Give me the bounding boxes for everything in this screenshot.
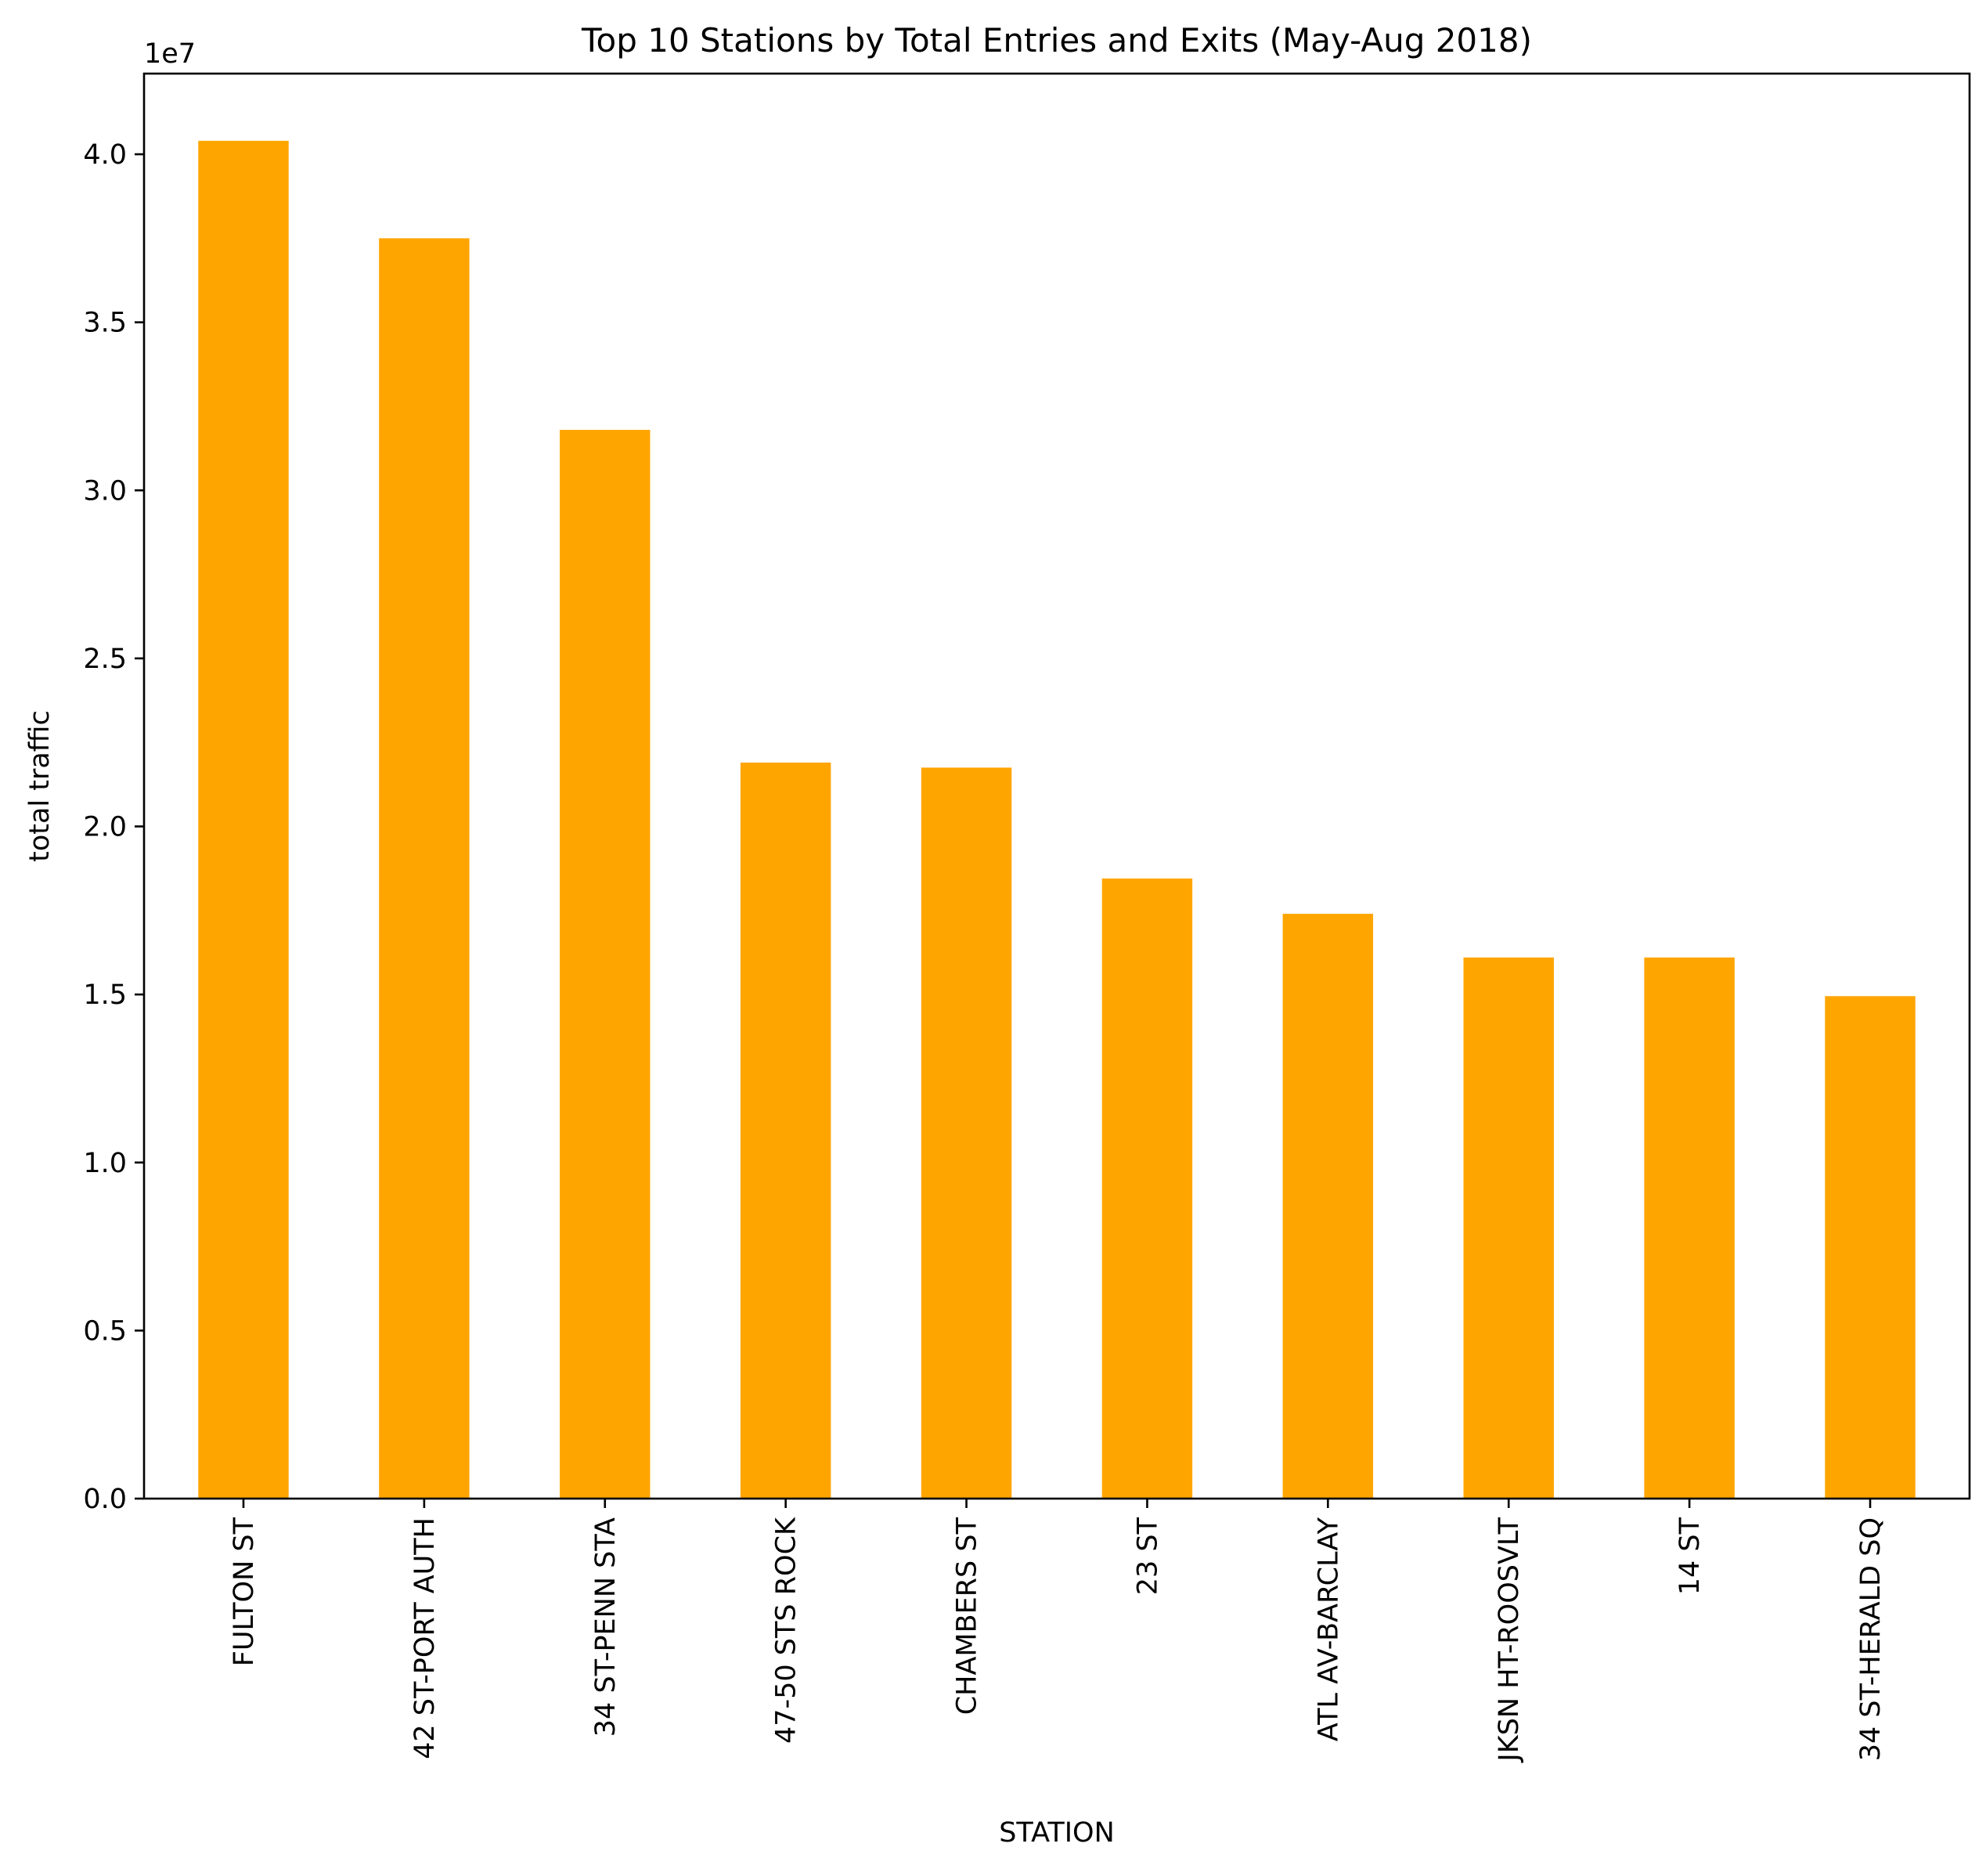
y-tick-label: 0.5 <box>83 1315 127 1347</box>
bar-fulton-st <box>198 140 289 1499</box>
y-axis-label: total traffic <box>24 710 56 862</box>
y-tick-label: 4.0 <box>83 139 127 171</box>
bar-jksn-ht-roosvlt <box>1463 957 1554 1499</box>
x-tick-label: 42 ST-PORT AUTH <box>409 1517 441 1759</box>
x-tick-label: 23 ST <box>1132 1517 1163 1595</box>
y-tick-label: 0.0 <box>83 1484 127 1515</box>
y-axis-offset-label: 1e7 <box>144 38 196 70</box>
chart-title: Top 10 Stations by Total Entries and Exi… <box>581 21 1532 60</box>
bar-23-st <box>1101 878 1193 1499</box>
y-tick-label: 1.0 <box>83 1148 127 1179</box>
x-tick-label: CHAMBERS ST <box>952 1517 983 1715</box>
y-tick-label: 1.5 <box>83 979 127 1011</box>
bar-47-50-sts-rock <box>740 762 831 1499</box>
plot-frame <box>142 72 1971 1500</box>
bar-14-st <box>1644 957 1735 1499</box>
bar-42-st-port-auth <box>379 238 470 1499</box>
x-tick-label: 47-50 STS ROCK <box>771 1517 802 1744</box>
bar-34-st-herald-sq <box>1825 996 1916 1499</box>
bar-chambers-st <box>921 767 1012 1499</box>
x-tick-label: 14 ST <box>1674 1517 1706 1595</box>
bars-group <box>198 140 1916 1499</box>
x-tick-label: ATL AV-BARCLAY <box>1313 1517 1344 1741</box>
y-tick-label: 2.0 <box>83 812 127 843</box>
bar-34-st-penn-sta <box>560 430 651 1499</box>
y-tick-label: 2.5 <box>83 644 127 675</box>
x-tick-label: 34 ST-HERALD SQ <box>1855 1517 1887 1761</box>
x-axis-label: STATION <box>999 1817 1115 1849</box>
y-tick-label: 3.0 <box>83 475 127 507</box>
x-tick-label: FULTON ST <box>229 1517 260 1666</box>
x-tick-label: 34 ST-PENN STA <box>590 1517 622 1737</box>
ticks-group: FULTON ST 42 ST-PORT AUTH 34 ST-PENN STA 47… <box>83 139 1887 1763</box>
bar-atl-av-barclay <box>1282 914 1374 1499</box>
x-tick-label: JKSN HT-ROOSVLT <box>1494 1517 1525 1762</box>
y-tick-label: 3.5 <box>83 308 127 339</box>
